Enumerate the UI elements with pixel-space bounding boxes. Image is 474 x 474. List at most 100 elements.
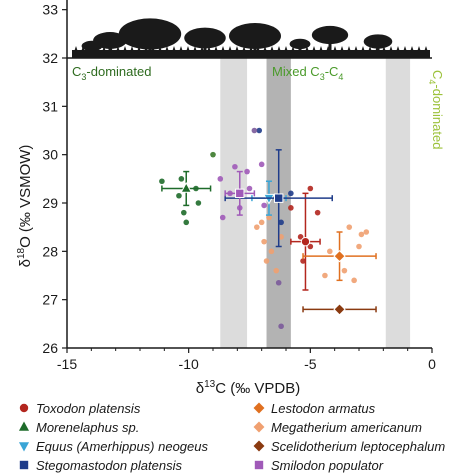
legend-marker bbox=[18, 442, 30, 452]
x-tick-label: -15 bbox=[57, 356, 77, 372]
grass-tuft bbox=[354, 46, 358, 52]
grass-tuft bbox=[333, 46, 337, 52]
x-tick-label: -10 bbox=[179, 356, 199, 372]
grass-tuft bbox=[417, 46, 421, 52]
grass-tuft bbox=[123, 46, 127, 52]
grass-tuft bbox=[340, 46, 344, 52]
sample-point-series-7 bbox=[232, 163, 238, 170]
tree-crown-2 bbox=[184, 27, 226, 49]
tree-crown-6 bbox=[289, 38, 311, 50]
y-tick-label: 28 bbox=[42, 243, 58, 259]
grass-tuft bbox=[277, 46, 281, 52]
grass-tuft bbox=[256, 46, 260, 52]
sample-point-series-2 bbox=[176, 192, 182, 199]
tree-crown-7 bbox=[81, 40, 103, 52]
region-label-c4: C4-dominated bbox=[427, 70, 445, 149]
grass-tuft bbox=[284, 46, 288, 52]
grass-tuft bbox=[389, 46, 393, 52]
x-tick-label: -5 bbox=[304, 356, 317, 372]
grass-tuft bbox=[109, 46, 113, 52]
sample-point-series-3 bbox=[341, 267, 348, 274]
sample-point-series-7 bbox=[246, 185, 253, 192]
legend-marker bbox=[254, 460, 264, 470]
mean-marker-series-1 bbox=[333, 249, 346, 263]
sample-point-series-3 bbox=[261, 238, 267, 245]
sample-point-series-0 bbox=[288, 205, 294, 211]
grass-tuft bbox=[382, 46, 386, 52]
grass-tuft bbox=[263, 46, 267, 52]
sample-point-series-2 bbox=[183, 219, 190, 226]
grass-tuft bbox=[403, 46, 407, 52]
landscape-silhouette bbox=[72, 18, 430, 58]
grass-tuft bbox=[200, 46, 204, 52]
grass-tuft bbox=[270, 46, 274, 52]
data-points bbox=[159, 127, 370, 330]
grass-tuft bbox=[172, 46, 176, 52]
sample-point-series-0 bbox=[307, 243, 314, 250]
sample-point-series-0 bbox=[297, 234, 304, 240]
grass-tuft bbox=[88, 46, 92, 52]
y-axis-title-rest: O (‰ VSMOW) bbox=[17, 145, 34, 248]
legend-label: Megatherium americanum bbox=[271, 420, 422, 435]
y-axis-title-sup: 18 bbox=[16, 247, 27, 259]
grass-tuft bbox=[305, 46, 309, 52]
x-axis-title: δ13C (‰ VPDB) bbox=[196, 379, 301, 397]
grass-tuft bbox=[326, 46, 330, 52]
sample-point-series-6 bbox=[278, 219, 284, 226]
region-labels: C3-dominated Mixed C3-C4 C4-dominated bbox=[72, 64, 445, 149]
isotope-band-0 bbox=[220, 58, 248, 348]
isotope-bands bbox=[220, 58, 411, 348]
grass-tuft bbox=[165, 46, 169, 52]
y-tick-label: 33 bbox=[42, 2, 58, 18]
sample-point-series-7 bbox=[261, 202, 267, 209]
x-axis-title-rest: C (‰ VPDB) bbox=[215, 380, 300, 397]
legend-marker bbox=[253, 421, 265, 433]
legend-marker bbox=[18, 421, 30, 431]
x-tick-label: 0 bbox=[428, 356, 436, 372]
grass-tuft bbox=[242, 46, 246, 52]
grass-tuft bbox=[298, 46, 302, 52]
grass-tuft bbox=[193, 46, 197, 52]
region-c4-sub: 4 bbox=[427, 79, 437, 84]
sample-point-series-7 bbox=[244, 168, 250, 175]
grass-tuft bbox=[319, 46, 323, 52]
region-label-mixed: Mixed C3-C4 bbox=[272, 64, 343, 82]
grass-tuft bbox=[151, 46, 155, 52]
legend-marker bbox=[253, 402, 265, 414]
grass-tuft bbox=[424, 46, 428, 52]
grass-tuft bbox=[368, 46, 372, 52]
mean-marker-series-4 bbox=[263, 193, 275, 205]
sample-point-series-3 bbox=[268, 248, 275, 255]
y-axis-title: δ18O (‰ VSMOW) bbox=[16, 145, 34, 268]
sample-point-series-2 bbox=[181, 209, 187, 216]
sample-point-series-0 bbox=[314, 209, 321, 216]
region-mixed-sub1: 3 bbox=[320, 72, 325, 82]
grass-tuft bbox=[312, 46, 316, 52]
sample-point-series-6 bbox=[256, 127, 263, 134]
sample-point-series-9 bbox=[275, 279, 282, 286]
legend: Toxodon platensis Lestodon armatus Morenel… bbox=[18, 401, 445, 473]
grass-tuft bbox=[214, 46, 218, 52]
y-tick-label: 29 bbox=[42, 195, 58, 211]
legend-label: Stegomastodon platensis bbox=[36, 458, 182, 473]
sample-point-series-3 bbox=[356, 243, 362, 250]
mean-marker-series-0 bbox=[300, 236, 311, 247]
mean-marker-series-6 bbox=[274, 193, 284, 203]
tree-crown-3 bbox=[229, 23, 281, 49]
legend-label: Equus (Amerhippus) neogeus bbox=[36, 439, 208, 454]
grass-tuft bbox=[228, 46, 232, 52]
grass-tuft bbox=[102, 46, 106, 52]
sample-point-series-3 bbox=[358, 231, 365, 238]
grass-tuft bbox=[158, 46, 162, 52]
legend-label: Toxodon platensis bbox=[36, 401, 141, 416]
y-tick-label: 26 bbox=[42, 340, 58, 356]
region-mixed-main: Mixed C bbox=[272, 64, 320, 79]
sample-point-series-8 bbox=[210, 151, 216, 158]
tree-crown-4 bbox=[311, 25, 349, 45]
sample-point-series-3 bbox=[258, 219, 265, 226]
region-mixed-sub2: 4 bbox=[338, 72, 343, 82]
region-c3-sub: 3 bbox=[81, 72, 86, 82]
grass-tuft bbox=[137, 46, 141, 52]
sample-point-series-0 bbox=[300, 258, 306, 264]
sample-point-series-7 bbox=[217, 176, 224, 182]
